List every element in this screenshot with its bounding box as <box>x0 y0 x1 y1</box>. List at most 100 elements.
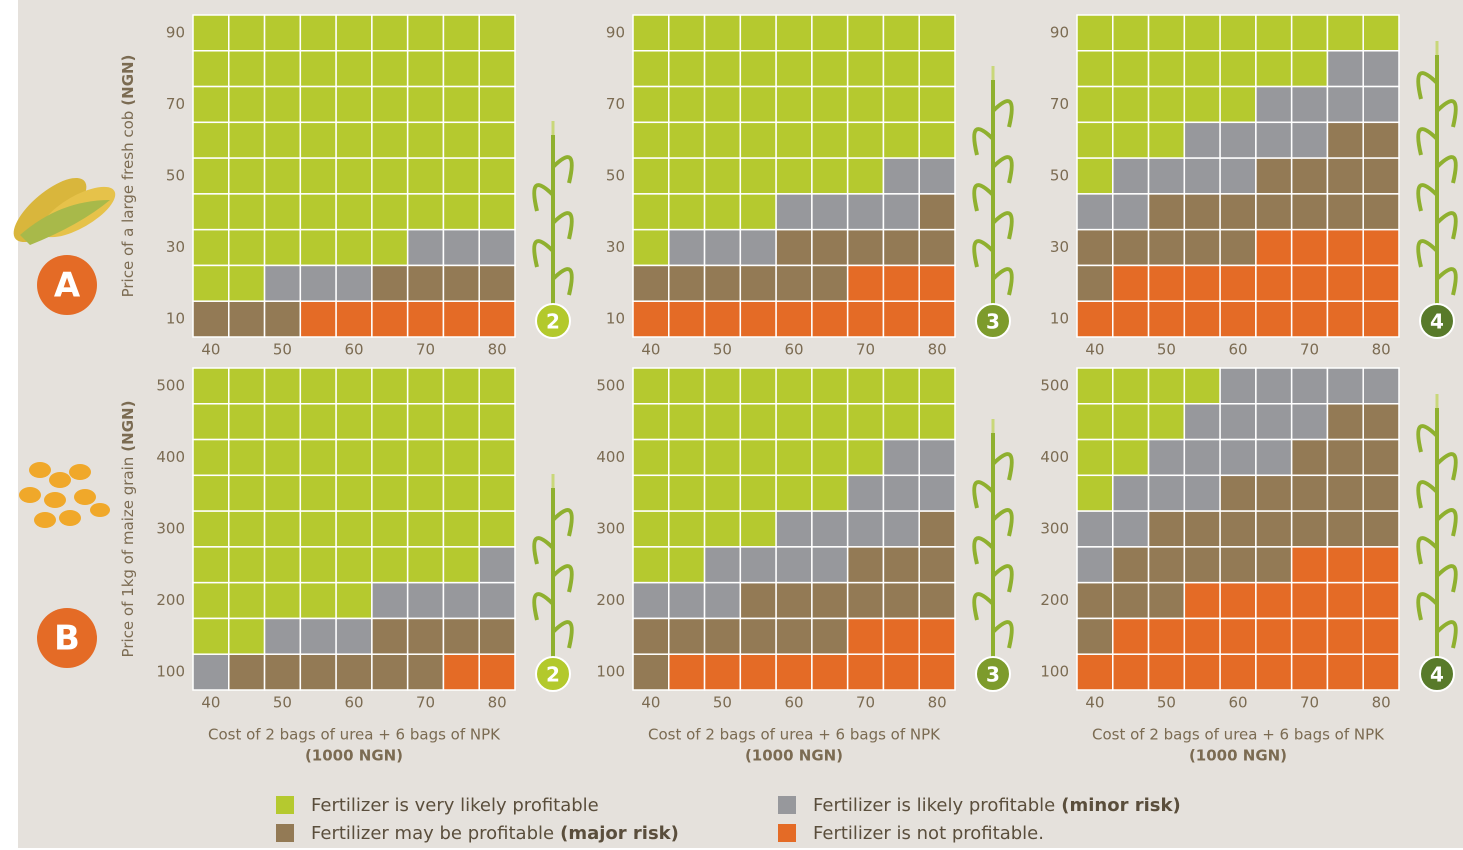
cell <box>300 404 336 440</box>
cell <box>1113 440 1149 476</box>
y-tick-label: 300 <box>156 520 185 538</box>
cell <box>265 404 301 440</box>
cell <box>443 194 479 230</box>
cell <box>1184 122 1220 158</box>
cell <box>336 158 372 194</box>
cell <box>408 194 444 230</box>
cell <box>229 618 265 654</box>
x-tick-label: 70 <box>856 341 875 359</box>
cell <box>372 122 408 158</box>
cell <box>848 547 884 583</box>
cell <box>1256 368 1292 404</box>
cell <box>1220 87 1256 123</box>
stage-number: 2 <box>546 310 560 334</box>
cell <box>705 122 741 158</box>
cell <box>443 404 479 440</box>
cell <box>1113 230 1149 266</box>
cell <box>669 618 705 654</box>
cell <box>812 475 848 511</box>
cell <box>479 301 515 337</box>
legend-entry: Fertilizer is likely profitable(minor ri… <box>813 795 1181 816</box>
cell <box>479 475 515 511</box>
cell <box>669 230 705 266</box>
cell <box>1220 230 1256 266</box>
cell <box>1327 511 1363 547</box>
x-tick-label: 70 <box>1300 694 1319 712</box>
cell <box>265 230 301 266</box>
cell <box>883 51 919 87</box>
cell <box>479 654 515 690</box>
cell <box>812 618 848 654</box>
cell <box>776 194 812 230</box>
infographic: 40506070801030507090Price of a large fre… <box>0 0 1463 850</box>
cell <box>408 618 444 654</box>
cell <box>300 301 336 337</box>
cell <box>848 440 884 476</box>
cell <box>372 15 408 51</box>
cell <box>1220 618 1256 654</box>
cell <box>812 511 848 547</box>
cell <box>1113 265 1149 301</box>
cell <box>1184 475 1220 511</box>
cell <box>265 51 301 87</box>
legend-text: Fertilizer may be profitable <box>311 823 554 844</box>
row-label: B <box>54 619 80 659</box>
cell <box>1113 87 1149 123</box>
legend-entry: Fertilizer is very likely profitable <box>311 795 599 816</box>
x-tick-label: 40 <box>641 694 660 712</box>
cell <box>669 87 705 123</box>
legend-text: Fertilizer is very likely profitable <box>311 795 599 816</box>
cell <box>300 51 336 87</box>
cell <box>479 15 515 51</box>
cell <box>633 547 669 583</box>
cell <box>812 368 848 404</box>
x-tick-label: 80 <box>488 341 507 359</box>
x-axis-label: Cost of 2 bags of urea + 6 bags of NPK <box>1092 726 1385 744</box>
x-tick-label: 50 <box>1157 694 1176 712</box>
cell <box>336 404 372 440</box>
cell <box>443 15 479 51</box>
cell <box>848 618 884 654</box>
legend-swatch <box>276 796 294 814</box>
y-tick-label: 100 <box>156 663 185 681</box>
x-tick-label: 60 <box>1228 341 1247 359</box>
cell <box>300 475 336 511</box>
cell <box>229 230 265 266</box>
cell <box>776 51 812 87</box>
cell <box>193 475 229 511</box>
cell <box>1327 475 1363 511</box>
cell <box>1113 122 1149 158</box>
cell <box>1149 265 1185 301</box>
cell <box>1256 158 1292 194</box>
cell <box>669 547 705 583</box>
cell <box>1149 230 1185 266</box>
cell <box>919 547 955 583</box>
cell <box>1184 547 1220 583</box>
cell <box>633 618 669 654</box>
cell <box>633 583 669 619</box>
cell <box>776 440 812 476</box>
cell <box>1113 15 1149 51</box>
cell <box>372 475 408 511</box>
cell <box>776 158 812 194</box>
cell <box>1184 15 1220 51</box>
cell <box>669 122 705 158</box>
cell <box>1113 654 1149 690</box>
cell <box>300 583 336 619</box>
cell <box>1220 547 1256 583</box>
cell <box>633 230 669 266</box>
cell <box>193 158 229 194</box>
x-tick-label: 40 <box>201 694 220 712</box>
cell <box>1256 654 1292 690</box>
cell <box>919 15 955 51</box>
x-tick-label: 50 <box>273 694 292 712</box>
cell <box>776 230 812 266</box>
cell <box>336 654 372 690</box>
cell <box>1220 511 1256 547</box>
legend-risk: (minor risk) <box>1061 795 1180 816</box>
cell <box>883 654 919 690</box>
y-axis-label-unit: (NGN) <box>119 55 137 106</box>
cell <box>1077 301 1113 337</box>
cell <box>336 194 372 230</box>
cell <box>1363 618 1399 654</box>
